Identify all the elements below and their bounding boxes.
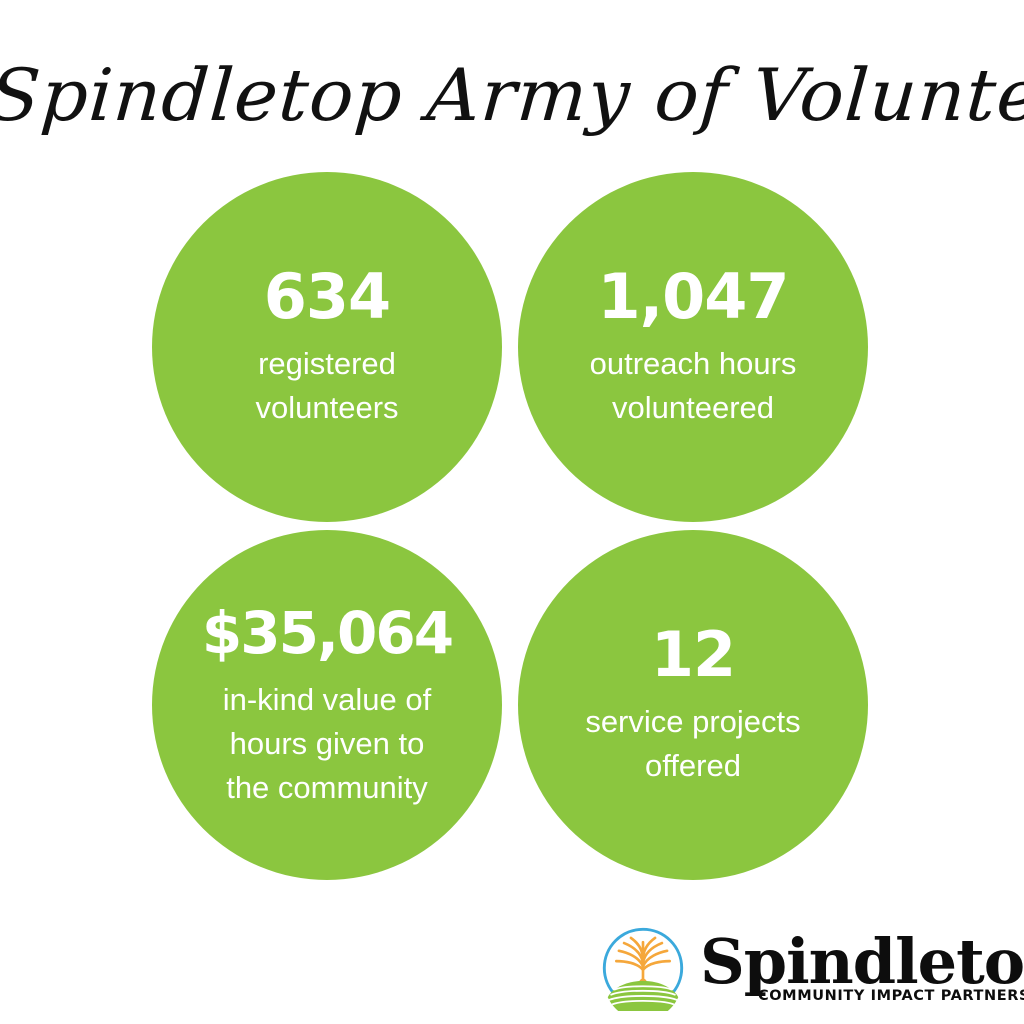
page-title: Spindletop Army of Volunteers [0,53,1024,137]
stat-label-line: outreach hours [589,346,797,381]
stat-value: 12 [650,618,736,691]
stat-value: $35,064 [201,599,454,667]
stat-bubble-service-projects: 12 service projects offered [518,530,868,880]
logo-wordmark: Spindletop COMMUNITY IMPACT PARTNERS [700,925,1024,1011]
stat-bubble-registered-volunteers: 634 registered volunteers [152,172,502,522]
stat-label-line: volunteered [611,390,774,425]
stat-label-line: hours given to [229,726,425,761]
stat-label-line: in-kind value of [222,682,432,717]
spindletop-tree-logo-icon [602,927,684,1011]
stat-label-line: volunteers [255,390,399,425]
stat-label-line: service projects [585,704,801,739]
stat-label: service projects offered [585,700,800,788]
logo-lockup: Spindletop COMMUNITY IMPACT PARTNERS [600,918,1024,1018]
stat-label: registered volunteers [255,342,398,430]
logo-name: Spindletop [700,925,1024,998]
stat-bubble-in-kind-value: $35,064 in-kind value of hours given to … [152,530,502,880]
stat-label-line: the community [226,770,428,805]
stat-label-line: registered [258,346,396,381]
stats-grid: 634 registered volunteers 1,047 outreach… [152,172,868,880]
stat-label-line: offered [645,748,741,783]
stat-label: in-kind value of hours given to the comm… [223,678,432,810]
stat-bubble-outreach-hours: 1,047 outreach hours volunteered [518,172,868,522]
logo-tagline: COMMUNITY IMPACT PARTNERS [758,988,1024,1004]
stat-label: outreach hours volunteered [590,342,797,430]
stat-value: 1,047 [597,260,789,333]
stat-value: 634 [263,260,391,333]
